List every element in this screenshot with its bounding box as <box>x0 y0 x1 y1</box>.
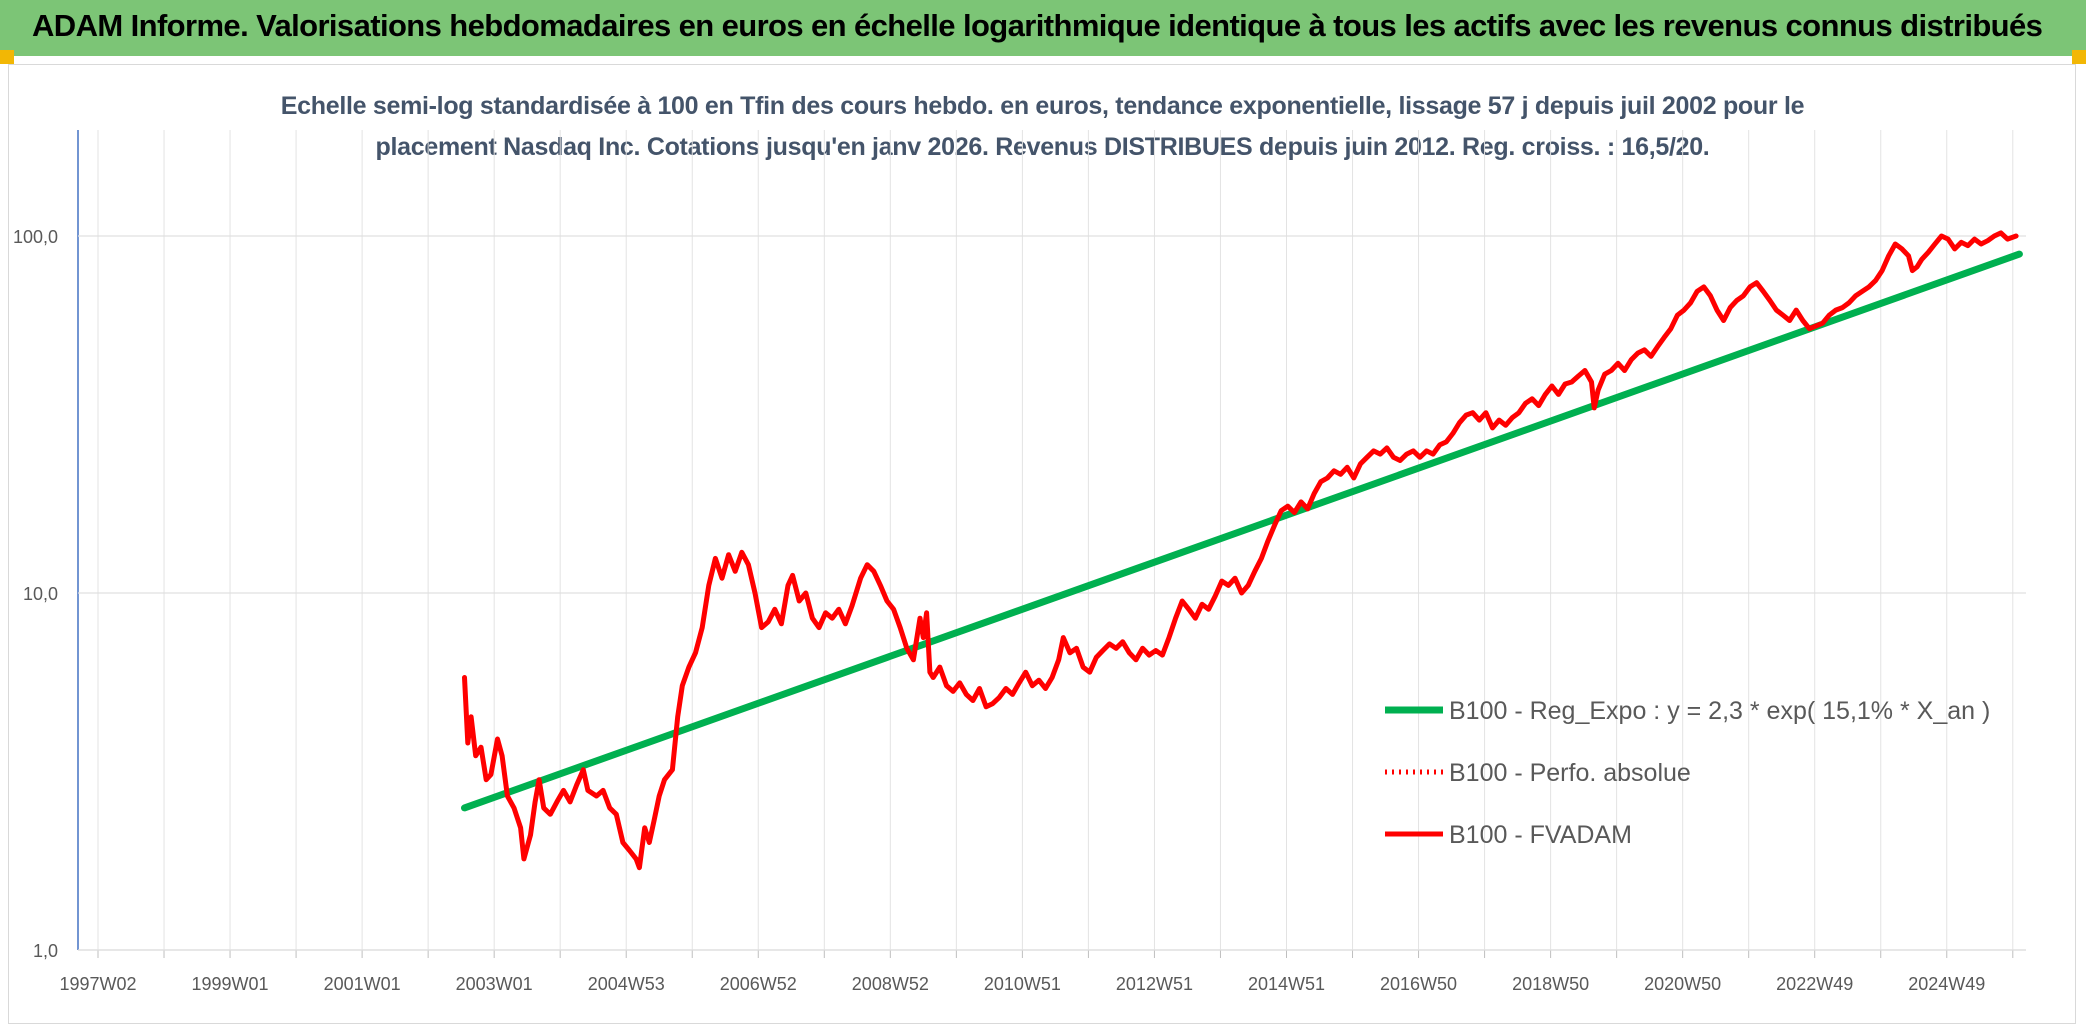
report-banner: ADAM Informe. Valorisations hebdomadaire… <box>0 0 2086 56</box>
chart-title-line-1: Echelle semi-log standardisée à 100 en T… <box>280 92 1805 120</box>
trend-line <box>461 250 2023 812</box>
y-tick-label: 100,0 <box>13 227 58 247</box>
x-tick-label: 2016W50 <box>1380 974 1457 994</box>
x-tick-label: 1997W02 <box>59 974 136 994</box>
x-tick-label: 2006W52 <box>720 974 797 994</box>
x-tick-label: 2012W51 <box>1116 974 1193 994</box>
legend-label: B100 - Reg_Expo : y = 2,3 * exp( 15,1% *… <box>1449 697 1990 725</box>
corner-marker <box>2072 50 2086 64</box>
price-line <box>462 230 2019 871</box>
x-tick-label: 2004W53 <box>588 974 665 994</box>
chart-area <box>8 64 2076 1024</box>
x-tick-label: 2024W49 <box>1908 974 1985 994</box>
legend-label: B100 - FVADAM <box>1449 821 1632 849</box>
x-tick-label: 2001W01 <box>324 974 401 994</box>
chart-title: Echelle semi-log standardisée à 100 en T… <box>220 86 1865 168</box>
legend-label: B100 - Perfo. absolue <box>1449 759 1691 787</box>
x-tick-label: 2022W49 <box>1776 974 1853 994</box>
x-tick-label: 2010W51 <box>984 974 1061 994</box>
x-tick-label: 2018W50 <box>1512 974 1589 994</box>
y-tick-label: 10,0 <box>23 584 58 604</box>
x-tick-label: 2020W50 <box>1644 974 1721 994</box>
x-tick-label: 2008W52 <box>852 974 929 994</box>
x-tick-label: 2014W51 <box>1248 974 1325 994</box>
x-tick-label: 2003W01 <box>456 974 533 994</box>
corner-marker <box>0 50 14 64</box>
report-title: ADAM Informe. Valorisations hebdomadaire… <box>32 8 2043 43</box>
y-tick-label: 1,0 <box>33 941 58 961</box>
chart-title-line-2: placement Nasdaq Inc. Cotations jusqu'en… <box>375 133 1710 161</box>
x-tick-label: 1999W01 <box>192 974 269 994</box>
